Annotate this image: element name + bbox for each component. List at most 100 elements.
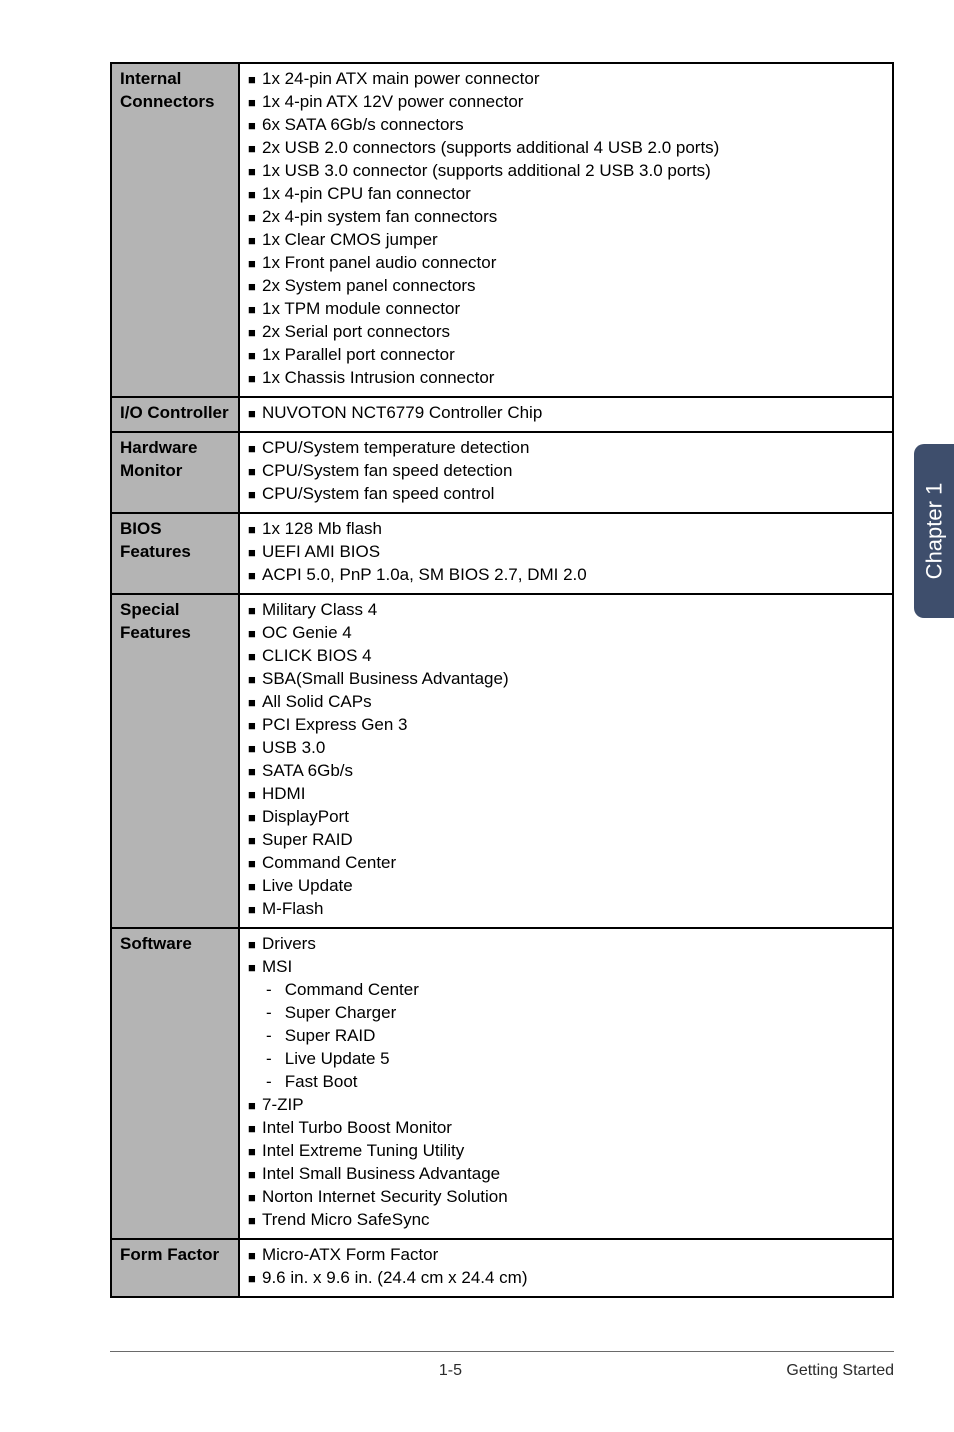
row-header-hardware-monitor: Hardware Monitor [111, 432, 239, 513]
item-text: Live Update [262, 875, 884, 898]
page-footer: . 1-5 Getting Started [0, 1351, 954, 1380]
row-cell-internal-connectors: 1x 24-pin ATX main power connector 1x 4-… [239, 63, 893, 397]
item-text: Military Class 4 [262, 599, 884, 622]
sub-item-text: Super Charger [285, 1003, 397, 1022]
item-text: 1x 4-pin CPU fan connector [262, 183, 884, 206]
list-item: 9.6 in. x 9.6 in. (24.4 cm x 24.4 cm) [248, 1267, 884, 1290]
item-text: 2x System panel connectors [262, 275, 884, 298]
list-item: Norton Internet Security Solution [248, 1186, 884, 1209]
sub-list-item: - Command Center [248, 979, 884, 1002]
square-bullet-icon [248, 898, 262, 921]
item-text: Command Center [262, 852, 884, 875]
square-bullet-icon [248, 344, 262, 367]
item-text: M-Flash [262, 898, 884, 921]
square-bullet-icon [248, 1186, 262, 1209]
dash-icon: - [266, 1025, 280, 1048]
list-item: SATA 6Gb/s [248, 760, 884, 783]
list-item: 1x Chassis Intrusion connector [248, 367, 884, 390]
item-text: CPU/System fan speed detection [262, 460, 884, 483]
square-bullet-icon [248, 737, 262, 760]
item-text: CPU/System fan speed control [262, 483, 884, 506]
list-item: 2x System panel connectors [248, 275, 884, 298]
footer-divider [110, 1351, 894, 1352]
item-text: Norton Internet Security Solution [262, 1186, 884, 1209]
item-text: 1x Front panel audio connector [262, 252, 884, 275]
square-bullet-icon [248, 114, 262, 137]
square-bullet-icon [248, 229, 262, 252]
page-number: 1-5 [114, 1362, 786, 1380]
item-text: OC Genie 4 [262, 622, 884, 645]
row-header-io-controller: I/O Controller [111, 397, 239, 432]
item-text: 9.6 in. x 9.6 in. (24.4 cm x 24.4 cm) [262, 1267, 884, 1290]
sub-item-text: Super RAID [285, 1026, 376, 1045]
page: Internal Connectors 1x 24-pin ATX main p… [0, 0, 954, 1432]
square-bullet-icon [248, 760, 262, 783]
item-text: NUVOTON NCT6779 Controller Chip [262, 402, 884, 425]
list-item: Intel Extreme Tuning Utility [248, 1140, 884, 1163]
item-text: Intel Extreme Tuning Utility [262, 1140, 884, 1163]
list-item: 1x Front panel audio connector [248, 252, 884, 275]
list-item: 2x Serial port connectors [248, 321, 884, 344]
list-item: Live Update [248, 875, 884, 898]
square-bullet-icon [248, 714, 262, 737]
dash-icon: - [266, 1071, 280, 1094]
list-item: 1x Parallel port connector [248, 344, 884, 367]
item-text: 6x SATA 6Gb/s connectors [262, 114, 884, 137]
list-item: M-Flash [248, 898, 884, 921]
list-item: 2x 4-pin system fan connectors [248, 206, 884, 229]
list-item: 2x USB 2.0 connectors (supports addition… [248, 137, 884, 160]
list-item: CPU/System fan speed detection [248, 460, 884, 483]
sub-list-item: - Live Update 5 [248, 1048, 884, 1071]
square-bullet-icon [248, 541, 262, 564]
square-bullet-icon [248, 668, 262, 691]
list-item: Intel Turbo Boost Monitor [248, 1117, 884, 1140]
list-item: USB 3.0 [248, 737, 884, 760]
square-bullet-icon [248, 275, 262, 298]
square-bullet-icon [248, 402, 262, 425]
item-text: 1x TPM module connector [262, 298, 884, 321]
table-row: Special Features Military Class 4 OC Gen… [111, 594, 893, 928]
list-item: Micro-ATX Form Factor [248, 1244, 884, 1267]
square-bullet-icon [248, 852, 262, 875]
table-row: BIOS Features 1x 128 Mb flash UEFI AMI B… [111, 513, 893, 594]
list-item: OC Genie 4 [248, 622, 884, 645]
item-text: HDMI [262, 783, 884, 806]
list-item: CPU/System fan speed control [248, 483, 884, 506]
square-bullet-icon [248, 806, 262, 829]
list-item: ACPI 5.0, PnP 1.0a, SM BIOS 2.7, DMI 2.0 [248, 564, 884, 587]
list-item: CPU/System temperature detection [248, 437, 884, 460]
square-bullet-icon [248, 933, 262, 956]
item-text: Intel Turbo Boost Monitor [262, 1117, 884, 1140]
item-text: Trend Micro SafeSync [262, 1209, 884, 1232]
list-item: All Solid CAPs [248, 691, 884, 714]
item-text: SATA 6Gb/s [262, 760, 884, 783]
list-item: HDMI [248, 783, 884, 806]
square-bullet-icon [248, 599, 262, 622]
square-bullet-icon [248, 460, 262, 483]
square-bullet-icon [248, 183, 262, 206]
item-text: SBA(Small Business Advantage) [262, 668, 884, 691]
table-row: Software Drivers MSI - Command Center - … [111, 928, 893, 1239]
square-bullet-icon [248, 875, 262, 898]
square-bullet-icon [248, 1140, 262, 1163]
row-header-special-features: Special Features [111, 594, 239, 928]
square-bullet-icon [248, 483, 262, 506]
list-item: UEFI AMI BIOS [248, 541, 884, 564]
square-bullet-icon [248, 622, 262, 645]
square-bullet-icon [248, 564, 262, 587]
square-bullet-icon [248, 645, 262, 668]
square-bullet-icon [248, 206, 262, 229]
table-row: I/O Controller NUVOTON NCT6779 Controlle… [111, 397, 893, 432]
item-text: 2x Serial port connectors [262, 321, 884, 344]
table-row: Internal Connectors 1x 24-pin ATX main p… [111, 63, 893, 397]
square-bullet-icon [248, 137, 262, 160]
item-text: UEFI AMI BIOS [262, 541, 884, 564]
item-text: Intel Small Business Advantage [262, 1163, 884, 1186]
square-bullet-icon [248, 1209, 262, 1232]
square-bullet-icon [248, 68, 262, 91]
square-bullet-icon [248, 1163, 262, 1186]
list-item: 1x USB 3.0 connector (supports additiona… [248, 160, 884, 183]
square-bullet-icon [248, 1267, 262, 1290]
square-bullet-icon [248, 91, 262, 114]
list-item: PCI Express Gen 3 [248, 714, 884, 737]
